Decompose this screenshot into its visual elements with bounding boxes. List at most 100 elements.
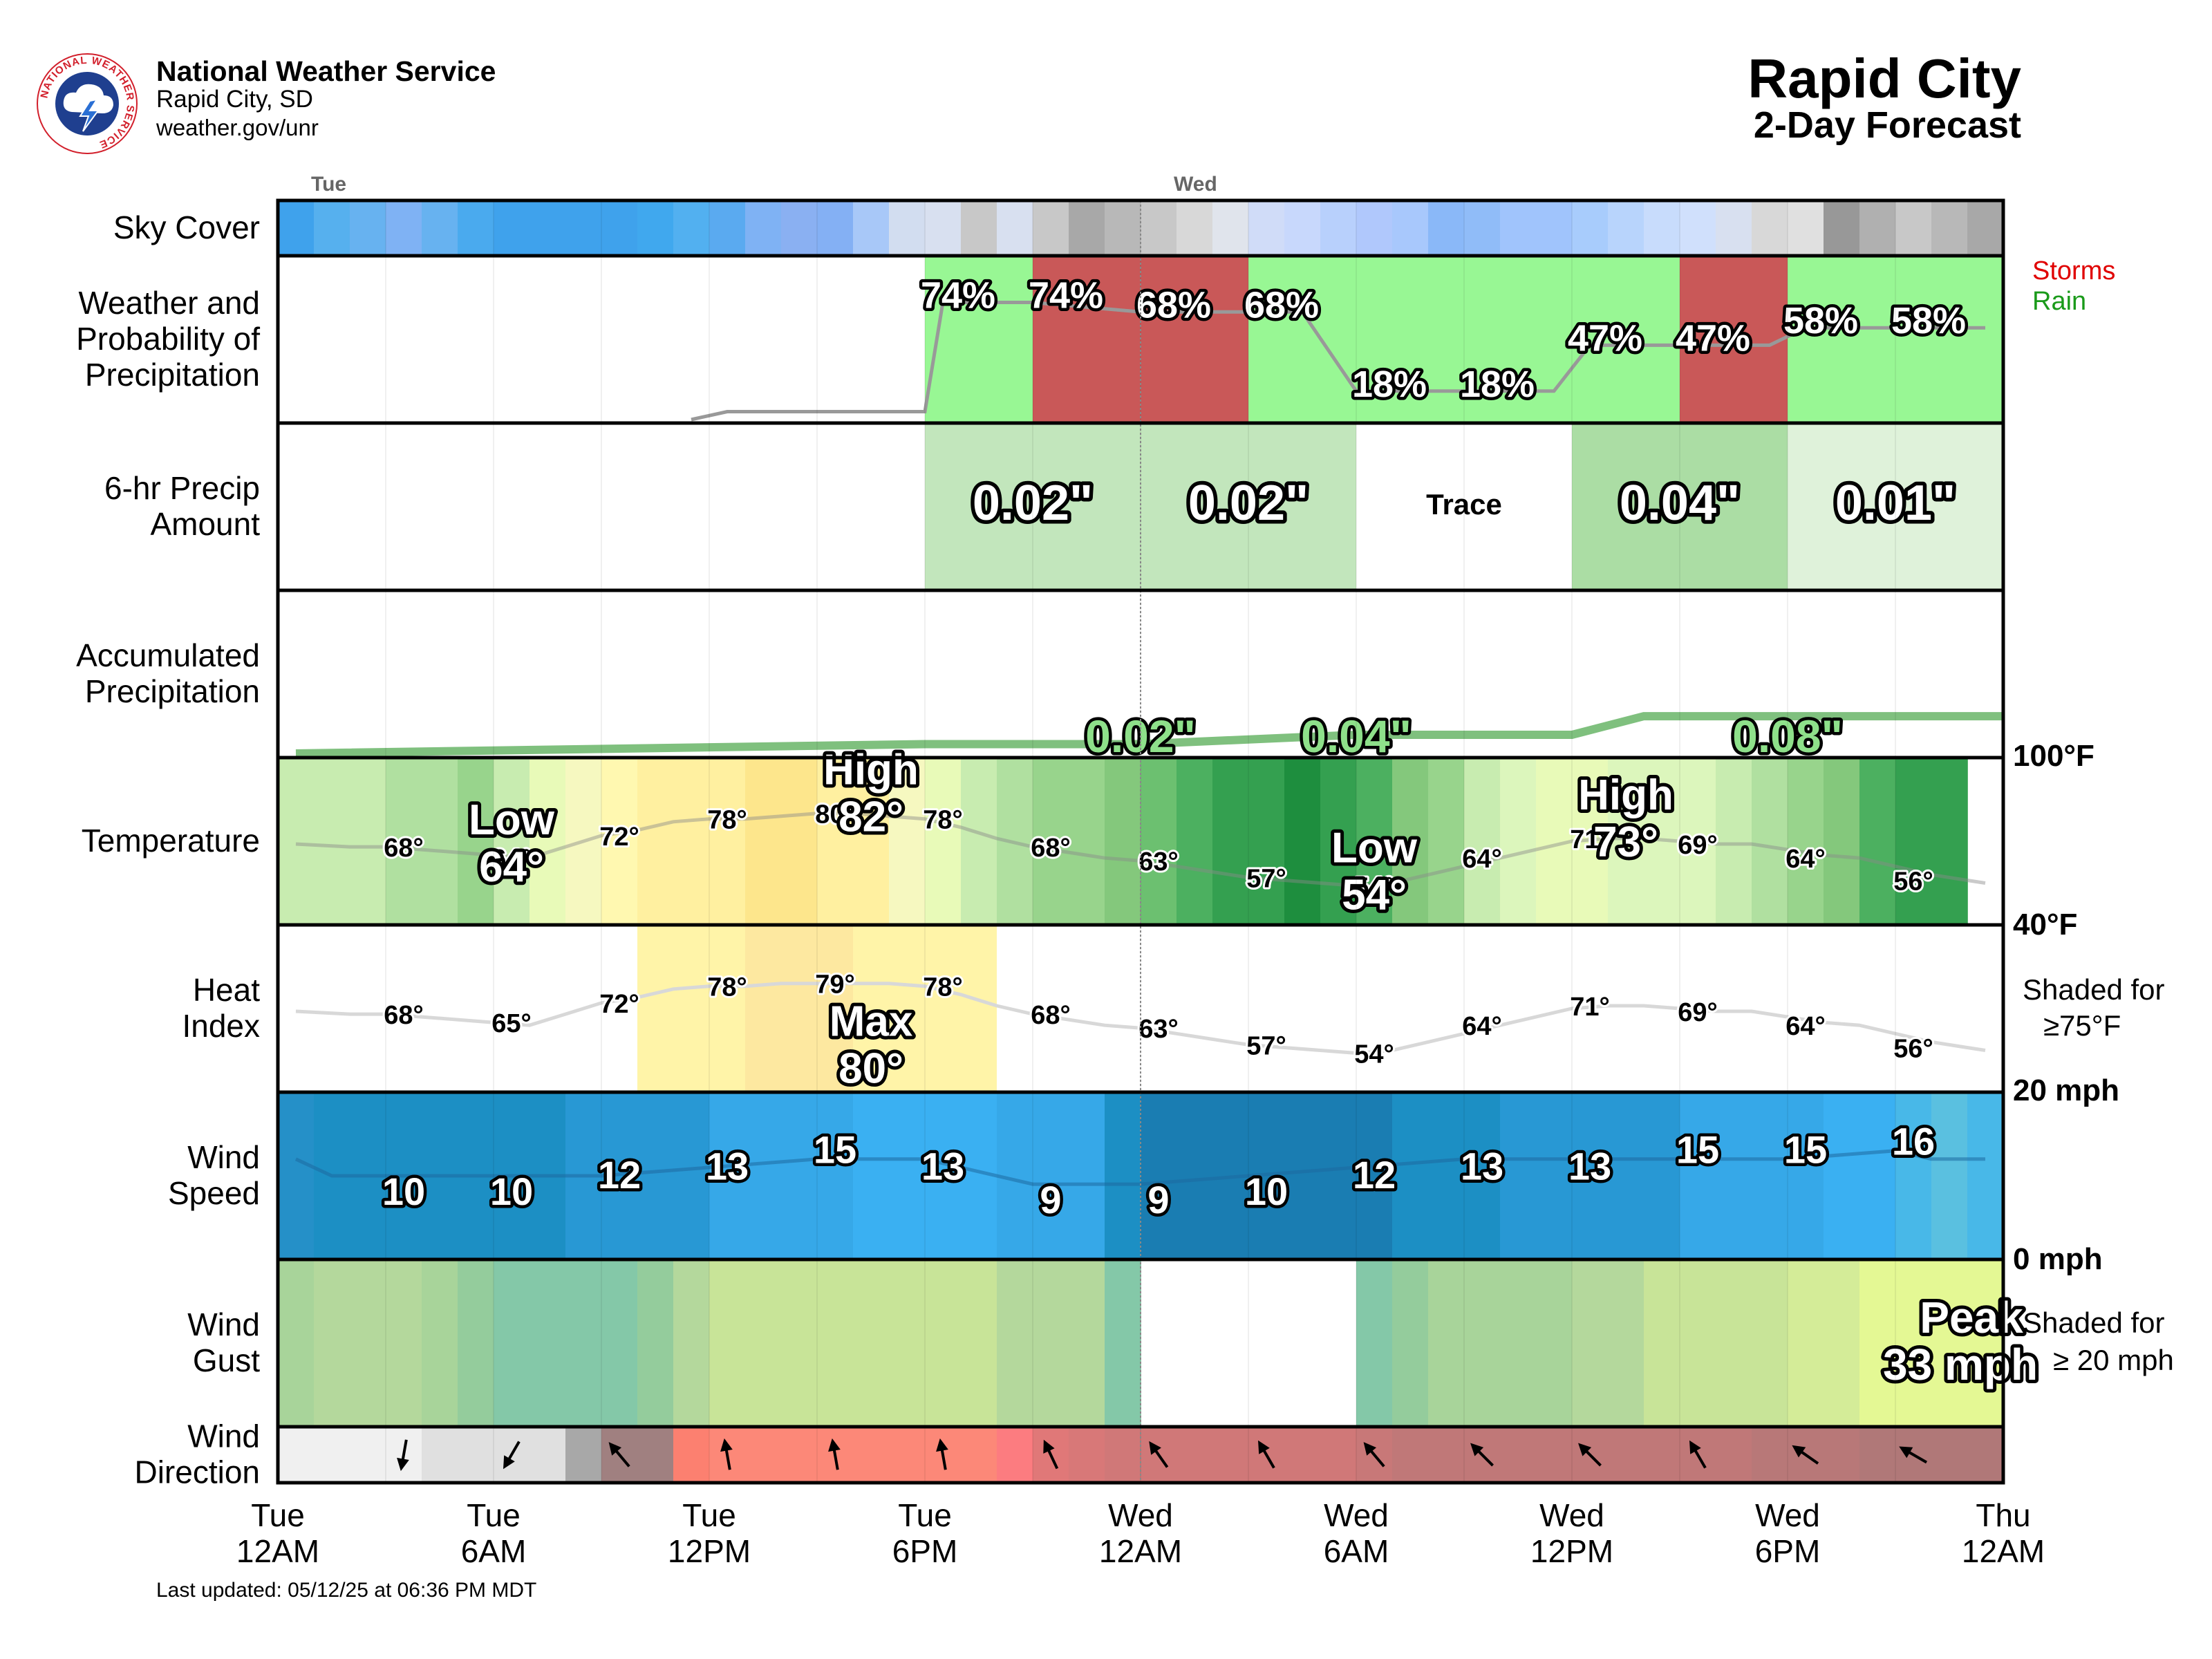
gust-cell [745, 1259, 782, 1427]
heat-label: 64° [1462, 1012, 1501, 1041]
temp-cell [422, 758, 458, 925]
sky-cover-cell [1464, 200, 1501, 256]
temp-cell [889, 758, 926, 925]
temp-label: 69° [1678, 831, 1717, 860]
temp-label: 56° [1893, 867, 1933, 896]
sky-cover-cell [1320, 200, 1357, 256]
temp-axis-top: 100°F [2013, 739, 2094, 773]
temp-cell [278, 758, 315, 925]
heat-label: 71° [1570, 993, 1609, 1022]
heat-label: 68° [1031, 1001, 1070, 1030]
wind-label: 16 [1892, 1119, 1935, 1163]
sky-cover-cell [1680, 200, 1716, 256]
wind-arrow-head [1899, 1446, 1913, 1459]
wind-arrow-icon [1149, 1441, 1169, 1468]
temp-cell [565, 758, 602, 925]
gust-cell [1464, 1259, 1501, 1427]
last-updated: Last updated: 05/12/25 at 06:36 PM MDT [156, 1579, 537, 1602]
gust-peak: Peak [1920, 1293, 2023, 1342]
wind-cell [637, 1092, 674, 1259]
wind-arrow-head [1792, 1445, 1806, 1458]
temp-cell [458, 758, 494, 925]
wind-dir-cell [1320, 1427, 1357, 1483]
wind-cell [1931, 1092, 1968, 1259]
x-tick-time: 12AM [1099, 1533, 1182, 1569]
sky-cover-cell [1069, 200, 1105, 256]
accum-label: 0.08" [1732, 711, 1843, 762]
wind-dir-cell [1536, 1427, 1573, 1483]
wind-arrow-head [1043, 1439, 1055, 1454]
temp-cell [997, 758, 1033, 925]
gust-cell [1033, 1259, 1069, 1427]
x-tick-day: Wed [1324, 1497, 1389, 1533]
wind-dir-cell [278, 1427, 315, 1483]
wind-cell [1752, 1092, 1788, 1259]
wind-arrow-head [503, 1455, 515, 1470]
wind-cell [1680, 1092, 1716, 1259]
temp-cell [961, 758, 997, 925]
qpf-label: Trace [1426, 488, 1502, 521]
gust-cell [601, 1259, 638, 1427]
temp-cell [1392, 758, 1429, 925]
sky-cover-cell [1788, 200, 1824, 256]
wind-cell [1320, 1092, 1357, 1259]
wind-dir-cell [565, 1427, 602, 1483]
wind-dir-cell [1967, 1427, 2004, 1483]
wind-arrow-head [936, 1438, 948, 1452]
wind-label: 13 [706, 1145, 749, 1188]
temp-cell [386, 758, 422, 925]
row-label-sky: Sky Cover [113, 209, 260, 245]
wind-arrow-icon [936, 1438, 948, 1470]
wind-label: 15 [1784, 1128, 1827, 1172]
temp-cell [1895, 758, 1932, 925]
temp-label: 68° [384, 834, 423, 863]
temp-cell [1931, 758, 1968, 925]
temp-callout: Low [469, 796, 555, 844]
gust-cell [1716, 1259, 1752, 1427]
pop-label: 58% [1783, 300, 1858, 341]
x-tick-time: 6AM [461, 1533, 527, 1569]
gust-cell [1680, 1259, 1716, 1427]
sky-cover-cell [1356, 200, 1393, 256]
wind-cell [1177, 1092, 1213, 1259]
qpf-block [925, 423, 1141, 590]
wind-cell [709, 1092, 746, 1259]
x-tick-time: 12AM [236, 1533, 319, 1569]
wind-cell [781, 1092, 818, 1259]
sky-cover-cell [1608, 200, 1644, 256]
x-tick-day: Thu [1976, 1497, 2030, 1533]
gust-cell [565, 1259, 602, 1427]
temp-callout: 54° [1342, 872, 1407, 919]
wind-dir-cell [350, 1427, 386, 1483]
nws-logo: NATIONAL WEATHER SERVICE [37, 53, 138, 154]
temp-cell [494, 758, 530, 925]
wind-dir-cell [1177, 1427, 1213, 1483]
temp-label: 63° [1138, 847, 1178, 877]
sky-cover-cell [1644, 200, 1680, 256]
temp-label: 78° [923, 806, 962, 835]
wind-label: 9 [1147, 1178, 1169, 1221]
temp-label: 71° [1570, 825, 1609, 854]
temp-cell [1212, 758, 1249, 925]
x-tick-day: Tue [251, 1497, 305, 1533]
wind-arrow-head [397, 1457, 409, 1472]
pop-label: 47% [1568, 317, 1642, 359]
qpf-label: 0.02" [1188, 476, 1309, 531]
wind-arrow-head [828, 1438, 841, 1452]
pop-label: 74% [921, 275, 995, 317]
office-url[interactable]: weather.gov/unr [156, 115, 319, 140]
wind-arrow-icon [828, 1438, 841, 1470]
heat-label: 79° [815, 971, 854, 1000]
wind-dir-cell [889, 1427, 926, 1483]
wind-cell [673, 1092, 710, 1259]
pop-label: 58% [1891, 300, 1966, 341]
qpf-block [1788, 423, 2003, 590]
temp-cell [1105, 758, 1141, 925]
wind-cell [1788, 1092, 1824, 1259]
heat-note: ≥75°F [2043, 1009, 2121, 1042]
wind-arrow-icon [1363, 1442, 1385, 1468]
wind-label: 13 [921, 1145, 964, 1188]
gust-cell [1105, 1259, 1141, 1427]
sky-cover-cell [853, 200, 890, 256]
wind-label: 13 [1568, 1145, 1611, 1188]
